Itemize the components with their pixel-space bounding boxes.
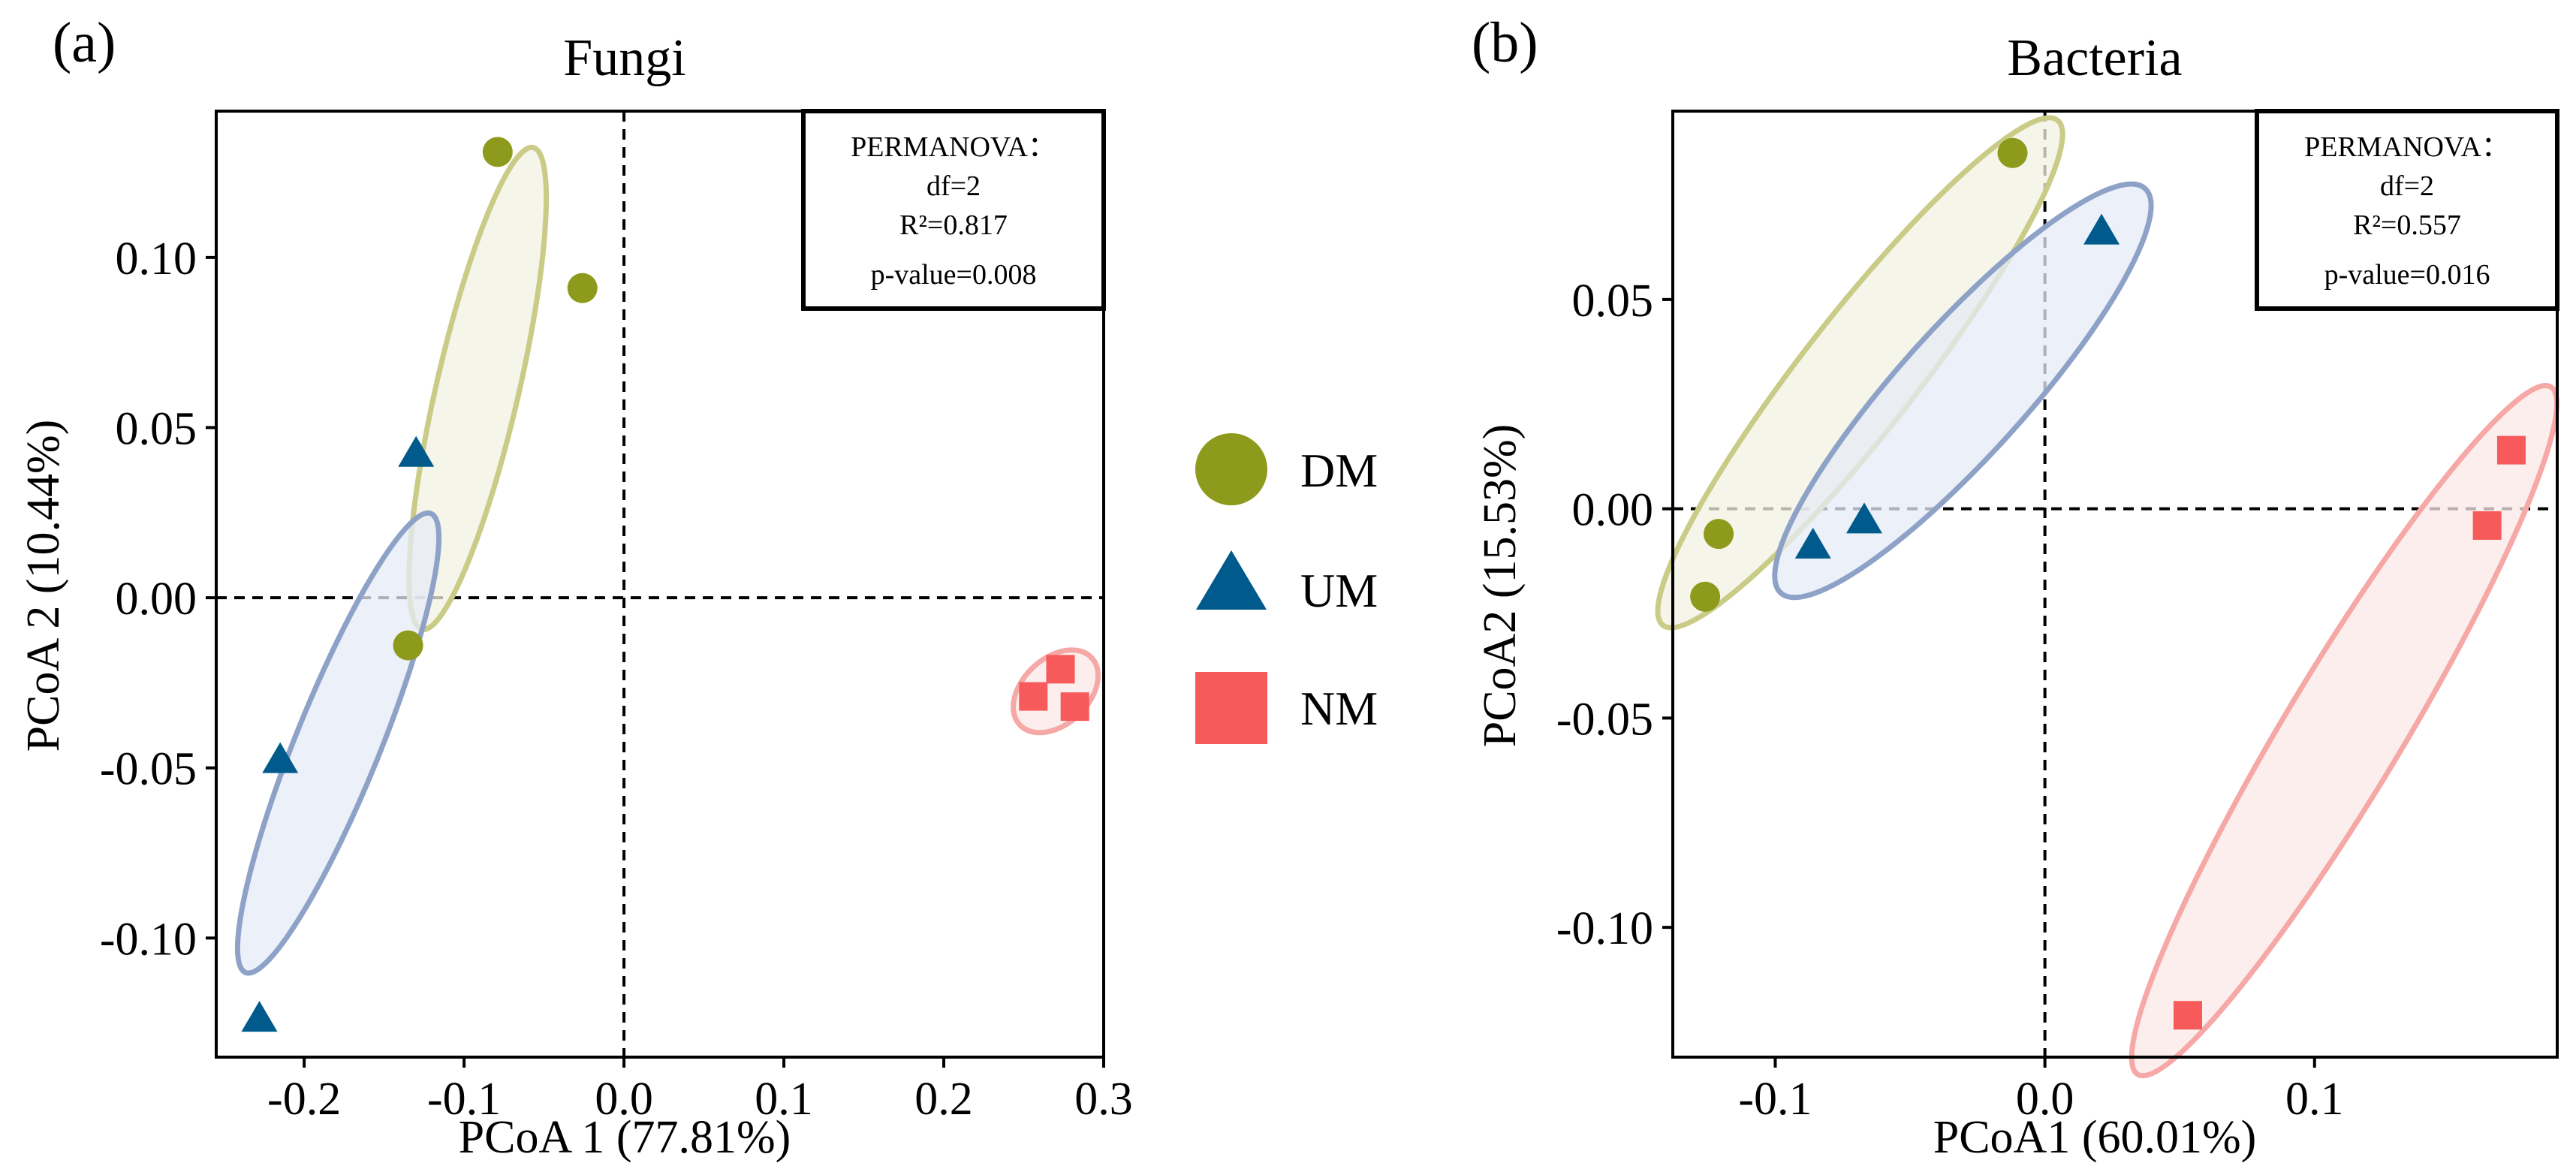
- y-tick-label: -0.05: [100, 744, 197, 795]
- x-tick-label: 0.3: [1074, 1074, 1133, 1125]
- x-tick-label: 0.1: [755, 1074, 813, 1125]
- legend-label-um: UM: [1300, 564, 1378, 617]
- chart-title-fungi: Fungi: [563, 29, 685, 87]
- y-tick-label: 0.10: [116, 234, 197, 285]
- y-tick-label: -0.10: [100, 914, 197, 965]
- point-um: [1845, 502, 1882, 534]
- stats-box-frame: [801, 109, 1106, 311]
- legend-marker-nm: [1195, 672, 1267, 744]
- point-nm: [2472, 511, 2502, 540]
- y-tick-label: 0.00: [116, 574, 197, 625]
- y-tick-label: -0.10: [1556, 903, 1653, 954]
- x-tick-label: -0.2: [267, 1074, 341, 1125]
- x-tick-label: -0.1: [1738, 1074, 1812, 1125]
- stats-box-frame: [2255, 109, 2559, 311]
- y-tick-label: 0.05: [1572, 276, 1654, 327]
- plot-area-fungi: -0.2 -0.1 0.0 0.1 0.2 0.3 -0.10 -0.05 0.00 0.05 0.…: [100, 110, 1133, 1125]
- x-tick-label: 0.0: [595, 1074, 653, 1125]
- point-dm: [1690, 581, 1721, 612]
- panel-bacteria: (b) Bacteria PCoA1 (60.01%) PCoA2 (15.53…: [1472, 11, 2559, 1163]
- point-um: [2083, 213, 2120, 245]
- stats-line: PERMANOVA：: [2304, 131, 2510, 163]
- stats-line: p-value=0.016: [2324, 259, 2490, 291]
- x-tick-label: 0.2: [914, 1074, 973, 1125]
- point-dm: [1997, 137, 2028, 168]
- x-axis-label-bacteria: PCoA1 (60.01%): [1933, 1112, 2257, 1163]
- point-dm: [567, 273, 598, 303]
- point-nm: [1060, 692, 1089, 722]
- stats-line: R²=0.817: [899, 209, 1008, 241]
- plot-frame: [1671, 110, 2559, 1059]
- stats-box-bacteria: PERMANOVA： df=2 R²=0.557 p-value=0.016: [2255, 109, 2559, 311]
- point-um: [241, 1001, 278, 1032]
- y-tick-label: 0.00: [1572, 485, 1654, 536]
- point-nm: [2496, 435, 2526, 465]
- x-tick-label: 0.1: [2285, 1074, 2344, 1125]
- legend-marker-um: [1196, 550, 1267, 610]
- point-um: [1794, 527, 1831, 559]
- stats-line: df=2: [2380, 170, 2434, 202]
- x-axis-label-fungi: PCoA 1 (77.81%): [459, 1112, 791, 1163]
- stats-line: p-value=0.008: [871, 259, 1037, 291]
- point-nm: [2173, 1001, 2202, 1030]
- plot-area-bacteria: -0.1 0.0 0.1 -0.10 -0.05 0.00 0.05: [1556, 110, 2559, 1125]
- x-tick-label: 0.0: [2016, 1074, 2074, 1125]
- stats-line: df=2: [926, 170, 981, 202]
- point-um: [398, 435, 435, 467]
- point-nm: [1019, 682, 1048, 711]
- panel-label-b: (b): [1472, 11, 1538, 74]
- point-um: [262, 742, 299, 773]
- stats-box-fungi: PERMANOVA： df=2 R²=0.817 p-value=0.008: [801, 109, 1106, 311]
- x-tick-label: -0.1: [427, 1074, 501, 1125]
- point-dm: [1704, 519, 1734, 550]
- y-axis-label-bacteria: PCoA2 (15.53%): [1475, 424, 1526, 748]
- plot-frame: [215, 110, 1105, 1059]
- ellipse-nm: [2129, 383, 2559, 1079]
- stats-line: PERMANOVA：: [851, 131, 1056, 163]
- ellipse-um: [1772, 181, 2154, 601]
- y-tick-label: -0.05: [1556, 694, 1653, 745]
- point-nm: [1046, 655, 1075, 684]
- ellipse-um: [234, 510, 442, 976]
- chart-title-bacteria: Bacteria: [2007, 29, 2182, 87]
- stats-line: R²=0.557: [2353, 209, 2461, 241]
- legend-label-dm: DM: [1300, 444, 1378, 497]
- legend-label-nm: NM: [1300, 682, 1378, 735]
- point-dm: [393, 630, 423, 661]
- legend: DM UM NM: [1195, 433, 1378, 744]
- legend-marker-dm: [1195, 433, 1267, 505]
- y-tick-label: 0.05: [116, 404, 197, 455]
- point-dm: [482, 137, 513, 167]
- panel-fungi: (a) Fungi PCoA 1 (77.81%) PCoA 2 (10.44%…: [18, 11, 1133, 1163]
- panel-label-a: (a): [53, 11, 116, 74]
- y-axis-label-fungi: PCoA 2 (10.44%): [18, 420, 69, 752]
